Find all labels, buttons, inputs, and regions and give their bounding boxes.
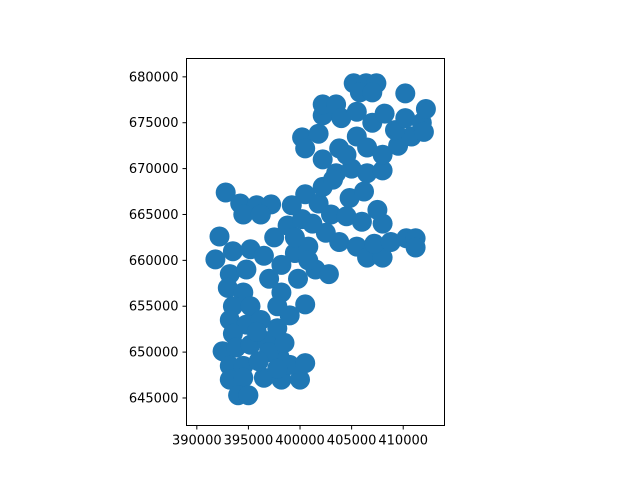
scatter-point	[405, 237, 426, 258]
y-tick-label: 675000	[129, 116, 179, 131]
scatter-point	[281, 195, 302, 216]
scatter-point	[357, 137, 378, 158]
scatter-point	[295, 138, 316, 159]
scatter-point	[336, 206, 357, 227]
scatter-point	[295, 353, 316, 374]
scatter-point	[336, 144, 357, 165]
y-tick-label: 650000	[129, 346, 179, 361]
scatter-point	[395, 108, 416, 129]
y-tick-label: 645000	[129, 391, 179, 406]
scatter-point	[248, 351, 269, 372]
y-tick-label: 660000	[129, 254, 179, 269]
scatter-point	[259, 268, 280, 289]
scatter-point	[205, 249, 226, 270]
scatter-points	[205, 73, 436, 406]
scatter-point	[233, 204, 254, 225]
x-tick-label: 395000	[224, 434, 274, 449]
scatter-point	[364, 233, 385, 254]
scatter-point	[240, 296, 261, 317]
scatter-point	[288, 268, 308, 289]
scatter-point	[312, 149, 333, 170]
scatter-point	[209, 226, 230, 247]
scatter-point	[264, 227, 285, 248]
y-tick-label: 680000	[129, 70, 179, 85]
scatter-point	[331, 108, 352, 129]
x-axis: 390000 395000 400000 405000 410000	[172, 425, 428, 449]
scatter-point	[372, 160, 393, 181]
scatter-point	[271, 254, 292, 275]
scatter-point	[250, 204, 271, 225]
scatter-point	[346, 101, 367, 122]
scatter-point	[357, 163, 378, 184]
scatter-point	[267, 358, 288, 379]
scatter-point	[321, 204, 341, 225]
scatter-point	[302, 213, 323, 234]
scatter-point	[380, 232, 401, 252]
y-tick-label: 665000	[129, 208, 179, 223]
scatter-point	[351, 211, 372, 232]
scatter-point	[284, 227, 305, 248]
scatter-point	[267, 296, 288, 317]
y-axis: 645000 650000 655000 660000 665000 670000 6750…	[129, 70, 187, 406]
scatter-point	[295, 294, 316, 315]
x-tick-label: 400000	[275, 434, 325, 449]
x-tick-label: 410000	[378, 434, 428, 449]
y-tick-label: 670000	[129, 162, 179, 177]
scatter-point	[217, 277, 238, 298]
scatter-point	[415, 99, 436, 119]
scatter-point	[374, 103, 395, 124]
scatter-point	[298, 250, 319, 271]
scatter-point	[367, 199, 388, 220]
scatter-point	[395, 83, 416, 104]
scatter-point	[354, 181, 374, 202]
x-tick-label: 405000	[327, 434, 377, 449]
scatter-point	[215, 182, 236, 203]
scatter-point	[329, 232, 350, 252]
scatter-point	[236, 259, 257, 280]
scatter-point	[362, 82, 383, 103]
scatter-point	[413, 121, 434, 142]
scatter-point	[253, 245, 274, 266]
scatter-point	[222, 241, 243, 262]
scatter-point	[238, 385, 259, 406]
scatter-point	[246, 321, 267, 342]
scatter-point	[290, 369, 310, 390]
x-tick-label: 390000	[172, 434, 222, 449]
scatter-point	[323, 169, 343, 190]
scatter-point	[308, 123, 329, 144]
y-tick-label: 655000	[129, 300, 179, 315]
scatter-point	[372, 144, 393, 165]
scatter-point	[274, 332, 295, 353]
scatter-point	[318, 264, 339, 285]
scatter-point	[233, 367, 254, 388]
plot-frame	[186, 58, 445, 426]
